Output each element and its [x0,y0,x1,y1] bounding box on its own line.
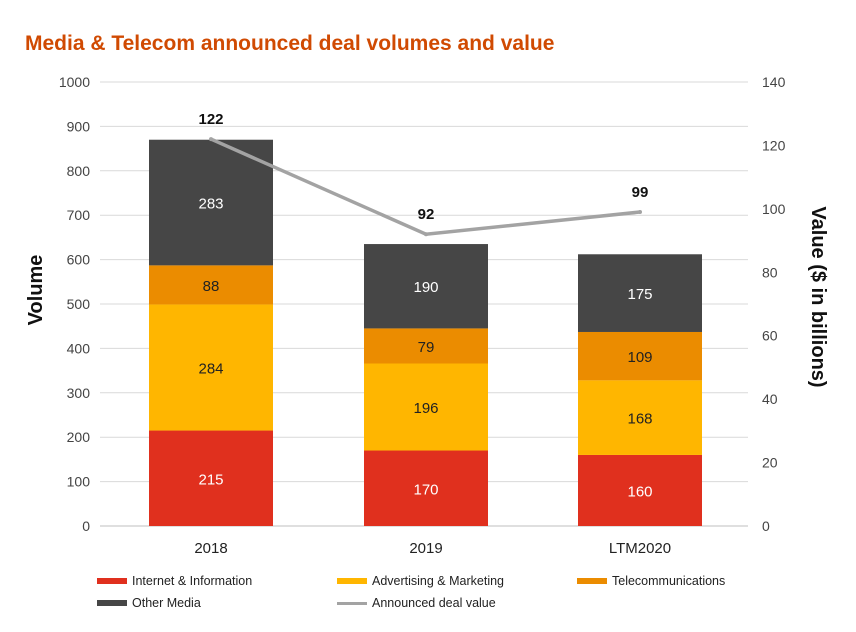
bar-data-label: 109 [627,349,652,366]
bar-segment [364,363,488,451]
bar-segment [578,454,702,526]
legend-label: Advertising & Marketing [372,574,505,588]
legend-swatch [97,578,127,584]
bar-segment [149,139,273,266]
bar-data-label: 283 [198,196,223,213]
y-tick-label: 600 [67,252,91,268]
chart-legend: Internet & Information Advertising & Mark… [97,574,797,622]
deal-value-point [638,210,642,215]
bar-data-label: 168 [627,411,652,428]
bar-data-label: 88 [203,278,220,295]
legend-swatch [97,600,127,606]
bar-segment [149,304,273,431]
y-tick-label: 400 [67,340,91,356]
bar-segment [149,265,273,305]
chart-title: Media & Telecom announced deal volumes a… [25,32,555,55]
legend-swatch [337,601,367,605]
y-tick-label: 900 [67,118,91,134]
legend-item: Advertising & Marketing [337,574,504,588]
x-tick-label: 2018 [194,540,227,557]
bar-data-label: 160 [627,483,652,500]
y2-tick-label: 100 [762,201,786,217]
chart-canvas: 0 100 200 300 400 500 600 700 800 900 1000 0 20 40 60 8… [25,74,829,557]
y-tick-label: 700 [67,207,91,223]
y-tick-label: 100 [67,474,91,490]
bar-data-label: 79 [418,339,435,356]
deal-value-point [209,137,213,142]
y2-tick-label: 80 [762,264,778,280]
legend-label: Other Media [132,596,201,610]
y2-tick-label: 60 [762,328,778,344]
bar-segment [578,380,702,455]
y-tick-label: 500 [67,296,91,312]
bar-segment [578,254,702,332]
y2-tick-label: 0 [762,518,770,534]
bar-data-label: 190 [413,279,438,296]
y2-tick-label: 140 [762,74,786,90]
legend-item: Internet & Information [97,574,252,588]
legend-item: Announced deal value [337,596,496,610]
y-axis-title: Volume [25,255,47,326]
y-tick-label: 0 [82,518,90,534]
bar-data-label: 196 [413,400,438,417]
y-tick-label: 800 [67,163,91,179]
y-tick-label: 200 [67,429,91,445]
bar-data-label: 284 [198,360,223,377]
bar-segment [364,328,488,364]
bar-data-label: 170 [413,481,438,498]
bar-data-label: 175 [627,286,652,303]
deal-value-label: 99 [632,184,649,201]
bar-segment [578,331,702,381]
legend-swatch [337,578,367,584]
bar-segment [364,244,488,329]
deal-value-label: 122 [198,111,223,128]
y-tick-label: 1000 [59,74,90,90]
x-tick-label: 2019 [409,540,442,557]
y2-tick-label: 40 [762,391,778,407]
deal-value-label: 92 [418,206,435,223]
legend-label: Telecommunications [612,574,726,588]
bar-segment [364,450,488,526]
legend-item: Other Media [97,596,201,610]
legend-swatch [577,578,607,584]
legend-item: Telecommunications [577,574,725,588]
legend-label: Internet & Information [132,574,253,588]
deal-value-point [424,232,428,237]
y2-tick-label: 20 [762,455,778,471]
y2-axis-title: Value ($ in billions) [807,206,829,387]
bar-data-label: 215 [198,471,223,488]
legend-label: Announced deal value [372,596,496,610]
y-tick-label: 300 [67,385,91,401]
y2-tick-label: 120 [762,137,786,153]
bar-segment [149,430,273,526]
x-tick-label: LTM2020 [609,540,671,557]
